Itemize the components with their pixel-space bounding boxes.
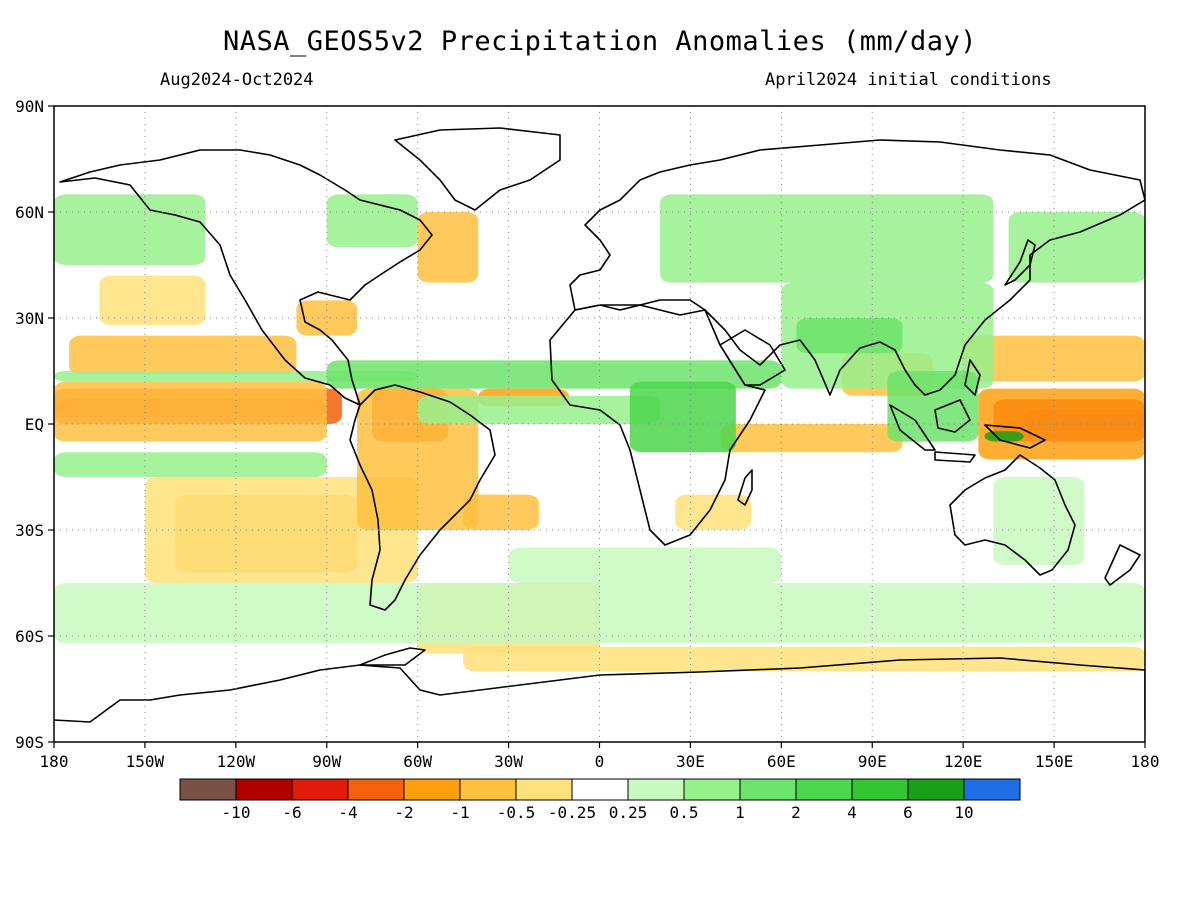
coast-africa [549, 304, 766, 546]
lon-label: 180 [40, 752, 69, 771]
coast-antarctica [54, 657, 1145, 723]
colorbar-swatch [179, 778, 237, 801]
lat-label: 30N [15, 309, 44, 328]
colorbar-label: -0.5 [497, 803, 536, 822]
lon-label: 30W [494, 752, 523, 771]
anomaly-region-30 [887, 371, 979, 442]
colorbar-swatch [291, 778, 349, 801]
lat-label: 60S [15, 627, 44, 646]
lon-label: 90E [858, 752, 887, 771]
coast-java [934, 451, 976, 463]
lon-label: 90W [312, 752, 341, 771]
anomaly-region-13 [417, 212, 479, 283]
anomaly-region-12 [463, 646, 1145, 672]
colorbar-swatch [403, 778, 461, 801]
coast-arabia [719, 329, 786, 386]
colorbar-swatch [963, 778, 1021, 801]
coast-sumatra [889, 404, 936, 451]
anomaly-field [54, 194, 1145, 672]
coastlines [54, 127, 1145, 723]
graticule [54, 106, 1145, 742]
lon-label: 150E [1035, 752, 1074, 771]
coast-madagascar [737, 469, 753, 506]
initial-conditions-note: April2024 initial conditions [765, 70, 1052, 90]
colorbar-swatch [851, 778, 909, 801]
coast-antarctic-peninsula [359, 647, 426, 666]
lat-label: 90S [15, 733, 44, 752]
colorbar-swatch [907, 778, 965, 801]
lat-label: 30S [15, 521, 44, 540]
lon-label: 180 [1131, 752, 1160, 771]
colorbar: -10 -6 -4 -2 -1 -0.5 -0.25 0.25 0.5 1 2 4 6 10 [179, 778, 1021, 822]
anomaly-region-38 [984, 431, 1024, 442]
colorbar-label: -0.25 [548, 803, 596, 822]
anomaly-region-4 [69, 335, 297, 375]
anomaly-region-27 [629, 381, 736, 453]
coast-greenland [394, 127, 561, 211]
anomaly-region-5 [99, 275, 206, 326]
lon-label: 120W [217, 752, 256, 771]
colorbar-swatch [459, 778, 517, 801]
lon-label: 60E [767, 752, 796, 771]
anomaly-region-18 [978, 388, 1145, 460]
coast-eurasia [569, 139, 1145, 396]
colorbar-label: -10 [222, 803, 251, 822]
coast-borneo [934, 399, 971, 433]
anomaly-region-3 [54, 381, 327, 442]
colorbar-label: 0.5 [670, 803, 699, 822]
coast-north-america [59, 149, 433, 406]
forecast-period: Aug2024-Oct2024 [160, 70, 314, 90]
colorbar-label: -1 [450, 803, 469, 822]
colorbar-label: 1 [735, 803, 745, 822]
anomaly-region-23 [54, 452, 327, 477]
coast-australia [949, 454, 1076, 576]
colorbar-label: 0.25 [609, 803, 648, 822]
colorbar-swatch [235, 778, 293, 801]
map-title: NASA_GEOS5v2 Precipitation Anomalies (mm… [223, 26, 977, 57]
lon-label: 120E [944, 752, 983, 771]
colorbar-swatch [571, 778, 629, 801]
lon-label: 0 [595, 752, 605, 771]
colorbar-swatch [739, 778, 797, 801]
colorbar-swatch [515, 778, 573, 801]
colorbar-swatch [347, 778, 405, 801]
coast-new-guinea [984, 424, 1046, 449]
anomaly-region-35 [1008, 212, 1145, 283]
anomaly-region-32 [54, 194, 206, 265]
anomaly-region-29 [796, 318, 903, 354]
colorbar-label: -2 [394, 803, 413, 822]
coast-japan [1004, 239, 1036, 286]
anomaly-region-10 [463, 494, 539, 530]
anomaly-region-36 [508, 547, 782, 583]
colorbar-label: -4 [338, 803, 357, 822]
anomaly-region-22 [675, 494, 752, 530]
colorbar-label: 4 [847, 803, 857, 822]
anomaly-region-7 [144, 477, 418, 583]
anomaly-region-26 [417, 395, 661, 424]
colorbar-label: 6 [903, 803, 913, 822]
colorbar-swatch [627, 778, 685, 801]
anomaly-region-21 [720, 424, 903, 453]
lat-label: 90N [15, 97, 44, 116]
lon-label: 150W [126, 752, 165, 771]
coast-new-zealand [1104, 544, 1141, 586]
coast-philippines [964, 359, 981, 396]
colorbar-label: 10 [954, 803, 973, 822]
anomaly-region-31 [660, 194, 994, 283]
anomaly-region-14 [296, 300, 358, 336]
lat-label: 60N [15, 203, 44, 222]
lon-label: 60W [403, 752, 432, 771]
lat-label: EQ [25, 415, 44, 434]
colorbar-swatch [683, 778, 741, 801]
anomaly-region-33 [326, 194, 418, 248]
colorbar-label: 2 [791, 803, 801, 822]
anomaly-region-25 [326, 360, 782, 389]
coast-south-america [349, 384, 496, 611]
anomaly-region-37 [993, 477, 1085, 566]
lon-label: 30E [676, 752, 705, 771]
colorbar-label: -6 [282, 803, 301, 822]
colorbar-swatch [795, 778, 853, 801]
